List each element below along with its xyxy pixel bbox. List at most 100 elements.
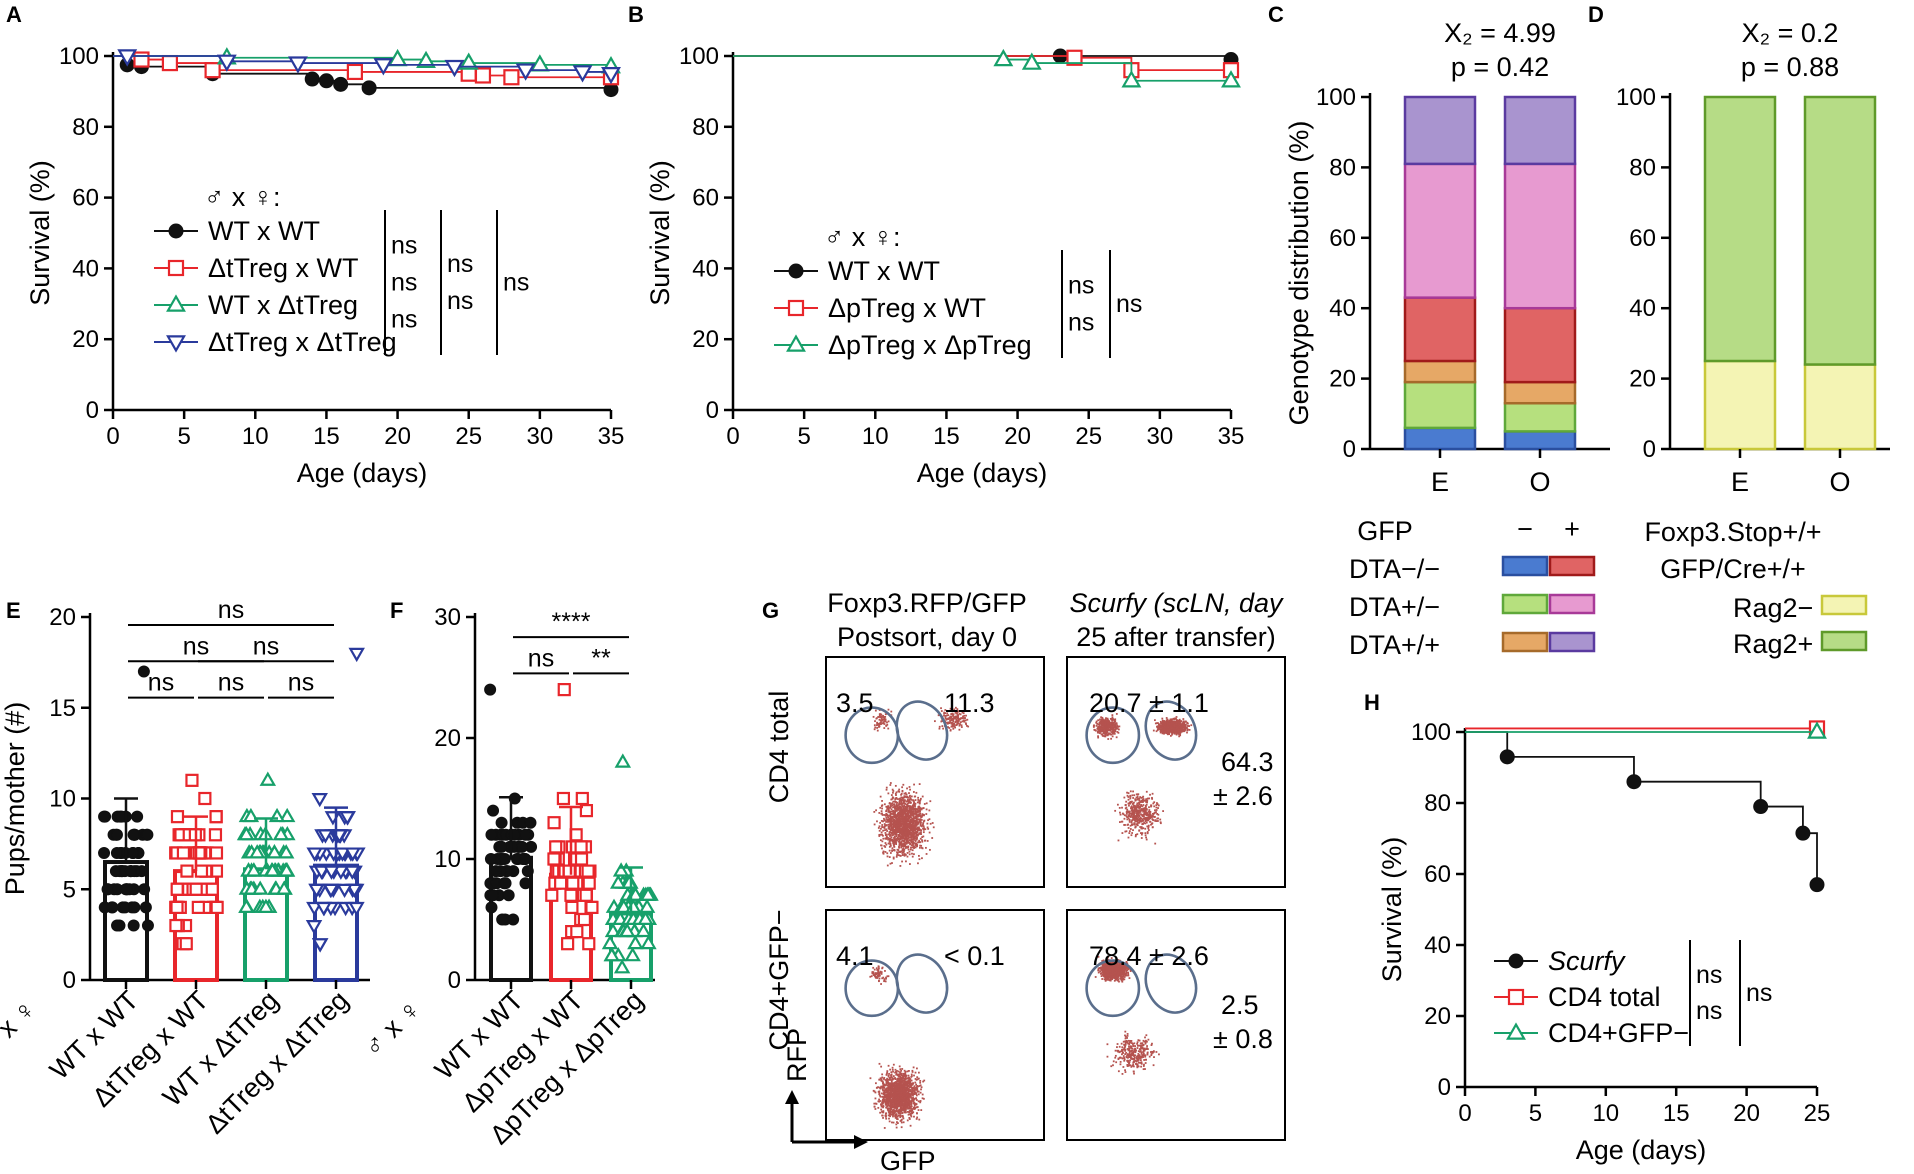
flow-event xyxy=(931,837,934,839)
flow-event xyxy=(950,715,953,718)
flow-event xyxy=(887,727,890,730)
flow-event xyxy=(1104,735,1107,738)
flow-event xyxy=(1107,722,1110,724)
flow-event xyxy=(889,828,892,831)
x-tick-label: 15 xyxy=(313,423,340,450)
flow-event xyxy=(885,843,888,846)
flow-event xyxy=(897,830,899,832)
flow-event xyxy=(904,813,907,816)
flow-event xyxy=(887,827,890,830)
flow-event xyxy=(904,829,906,832)
flow-event xyxy=(918,829,921,832)
flow-event xyxy=(917,805,920,808)
flow-event xyxy=(954,726,957,729)
flow-event xyxy=(892,849,895,852)
flow-event xyxy=(896,1110,898,1113)
y-tick-label: 20 xyxy=(1424,1003,1451,1030)
gate-right xyxy=(1144,700,1198,761)
panel-letter-e: E xyxy=(6,598,21,623)
flow-event xyxy=(1117,839,1120,842)
flow-event xyxy=(909,848,912,851)
gate-value-right: 11.3 xyxy=(944,688,995,718)
flow-event xyxy=(903,853,906,855)
data-point xyxy=(322,883,340,899)
flow-event xyxy=(897,833,900,836)
flow-event xyxy=(1100,719,1103,722)
comparison-label: ns xyxy=(528,644,554,672)
flow-event xyxy=(1133,805,1136,808)
flow-event xyxy=(1109,721,1112,724)
flow-event xyxy=(928,818,931,821)
legend-col-minus: − xyxy=(1517,514,1533,544)
flow-event xyxy=(904,1109,907,1111)
km-marker xyxy=(133,51,150,68)
flow-event xyxy=(912,831,915,834)
flow-event xyxy=(906,831,908,834)
flow-event xyxy=(898,816,900,818)
flow-event xyxy=(913,846,916,848)
flow-event xyxy=(897,814,900,816)
comparison-label: ns xyxy=(218,669,244,697)
flow-event xyxy=(1176,729,1178,732)
flow-event xyxy=(881,824,884,826)
data-point xyxy=(489,865,502,878)
flow-event xyxy=(1133,806,1135,809)
flow-event xyxy=(894,800,896,803)
flow-event xyxy=(892,820,894,823)
flow-event xyxy=(1159,724,1161,727)
flow-event xyxy=(1138,801,1140,804)
flow-event xyxy=(1099,728,1102,731)
flow-event xyxy=(953,723,956,726)
flow-event xyxy=(947,714,950,717)
data-point xyxy=(498,853,511,865)
flow-event xyxy=(890,798,893,801)
flow-event xyxy=(1182,729,1185,732)
flow-event xyxy=(952,718,955,721)
flow-event xyxy=(921,857,923,860)
flow-event xyxy=(954,716,957,719)
flow-event xyxy=(920,1088,922,1091)
chart-title-line2: p = 0.88 xyxy=(1741,52,1839,82)
flow-event xyxy=(899,865,902,867)
gate-value-left: 20.7 ± 1.1 xyxy=(1089,688,1209,718)
flow-event xyxy=(890,822,893,825)
flow-event xyxy=(878,1098,880,1101)
flow-event xyxy=(912,844,914,846)
bar-segment xyxy=(1503,401,1577,433)
flow-event xyxy=(896,807,899,810)
flow-event xyxy=(905,800,908,803)
flow-event xyxy=(916,844,919,846)
flow-event xyxy=(899,850,901,853)
flow-event xyxy=(959,723,961,726)
flow-event xyxy=(1142,809,1145,812)
flow-event xyxy=(1159,731,1162,734)
flow-event xyxy=(1177,732,1179,735)
data-point xyxy=(127,919,140,932)
legend-row-label: DTA+/+ xyxy=(1349,630,1440,660)
flow-event xyxy=(921,836,924,838)
data-point xyxy=(619,922,636,938)
flow-event xyxy=(952,720,955,723)
flow-event xyxy=(891,862,893,864)
flow-event xyxy=(905,807,908,810)
panel-letter-g: G xyxy=(762,598,779,623)
flow-event xyxy=(914,805,916,808)
flow-event xyxy=(1147,825,1150,828)
flow-event xyxy=(904,1072,907,1075)
y-tick-label: 60 xyxy=(692,185,719,212)
flow-event xyxy=(915,791,918,794)
flow-event xyxy=(950,719,953,722)
data-point xyxy=(487,889,500,902)
legend-marker xyxy=(166,294,186,312)
data-point xyxy=(564,888,578,902)
flow-event xyxy=(918,783,921,785)
flow-event xyxy=(897,827,900,830)
x-tick-label: 10 xyxy=(1592,1100,1619,1127)
flow-event xyxy=(907,813,910,816)
flow-plot-frame xyxy=(825,909,1045,1141)
bar-segment xyxy=(1503,162,1577,310)
flow-event xyxy=(892,830,895,833)
flow-event xyxy=(912,822,914,825)
flow-event xyxy=(915,1106,918,1109)
flow-event xyxy=(903,837,906,840)
